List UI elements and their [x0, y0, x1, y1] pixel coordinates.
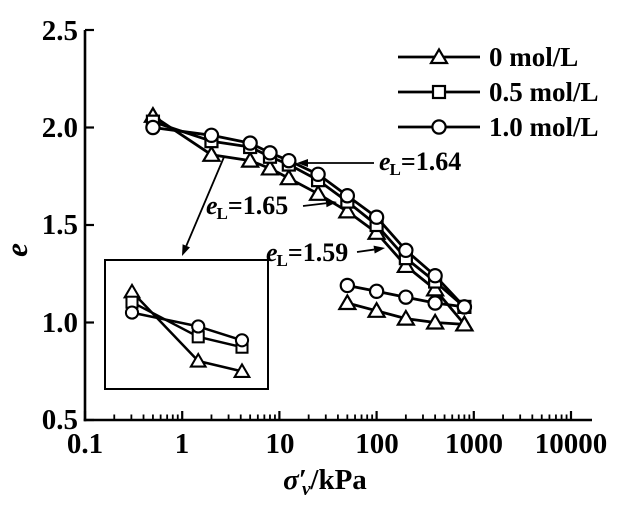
- annotation-e-symbol: e: [266, 238, 278, 267]
- x-tick-10: 10: [265, 428, 295, 460]
- y-tick-1.5: 1.5: [41, 209, 78, 241]
- legend-label-1.0-mol: 1.0 mol/L: [489, 112, 599, 142]
- legend-label-0.5-mol: 0.5 mol/L: [489, 77, 599, 107]
- sigma-symbol: σ: [283, 464, 299, 496]
- legend-square-marker-icon: [431, 84, 447, 100]
- x-tick-1: 1: [174, 428, 190, 460]
- x-tick-1000: 1000: [445, 428, 503, 460]
- annotation-eL-1.64: eL=1.64: [379, 148, 461, 184]
- y-tick-2.0: 2.0: [41, 112, 78, 144]
- inset-curves: [122, 282, 252, 378]
- x-tick-0.1: 0.1: [66, 428, 104, 460]
- x-tick-100: 100: [355, 428, 399, 460]
- legend-label-0-mol: 0 mol/L: [489, 42, 579, 72]
- annotation-subscript: L: [216, 204, 228, 223]
- x-axis-unit: /kPa: [310, 464, 367, 496]
- y-tick-1.0: 1.0: [41, 307, 78, 339]
- annotation-eL-1.59: eL=1.59: [266, 239, 348, 275]
- annotation-e-symbol: e: [206, 191, 218, 220]
- prime-symbol: ′: [298, 464, 307, 496]
- annotation-value: =1.59: [287, 238, 349, 267]
- annotation-eL-1.65: eL=1.65: [206, 192, 288, 228]
- annotation-e-symbol: e: [379, 147, 391, 176]
- legend-circle-marker-icon: [431, 119, 447, 135]
- y-tick-0.5: 0.5: [41, 404, 78, 436]
- sigma-subscript: v: [301, 479, 311, 500]
- series-circle-curve: [145, 119, 473, 315]
- annotation-value: =1.65: [227, 191, 289, 220]
- y-tick-2.5: 2.5: [41, 15, 78, 47]
- annotation-subscript: L: [276, 251, 288, 270]
- legend-triangle-marker-icon: [429, 47, 449, 65]
- legend-glyphs: [398, 47, 480, 135]
- axes: [83, 28, 592, 422]
- x-tick-10000: 10000: [534, 428, 608, 460]
- y-axis-title: e: [0, 243, 34, 257]
- annotation-arrows: [182, 156, 385, 256]
- x-axis-title: σ′v/kPa: [230, 464, 420, 501]
- annotation-subscript: L: [389, 160, 401, 179]
- annotation-value: =1.64: [400, 147, 462, 176]
